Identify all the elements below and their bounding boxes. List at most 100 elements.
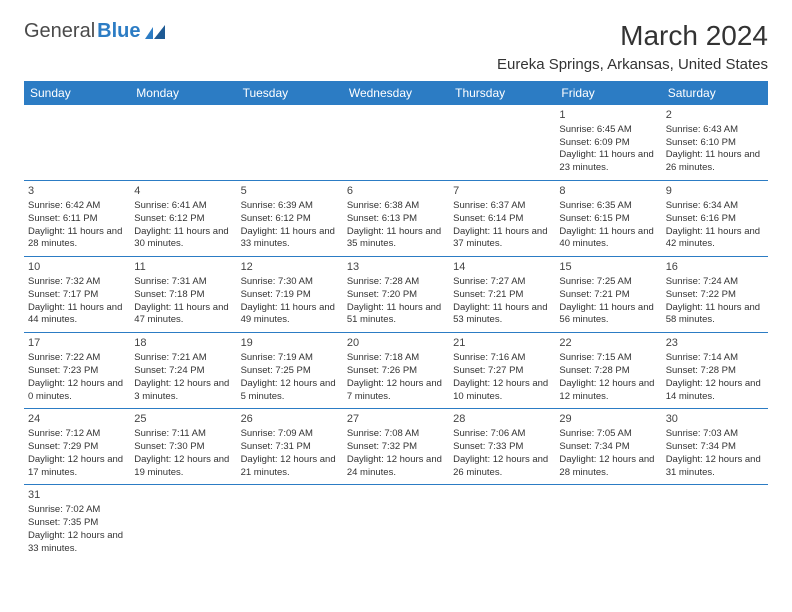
calendar-day-cell: 17Sunrise: 7:22 AMSunset: 7:23 PMDayligh… xyxy=(24,333,130,409)
calendar-day-cell: 3Sunrise: 6:42 AMSunset: 6:11 PMDaylight… xyxy=(24,181,130,257)
sunset-text: Sunset: 7:18 PM xyxy=(134,289,232,302)
calendar-day-cell: 28Sunrise: 7:06 AMSunset: 7:33 PMDayligh… xyxy=(449,409,555,485)
day-number: 8 xyxy=(559,184,657,199)
calendar-day-cell xyxy=(237,105,343,181)
day-number: 2 xyxy=(666,108,764,123)
day-number: 27 xyxy=(347,412,445,427)
sunrise-text: Sunrise: 7:03 AM xyxy=(666,428,764,441)
brand-part2: Blue xyxy=(97,20,140,43)
sunset-text: Sunset: 7:17 PM xyxy=(28,289,126,302)
sunrise-text: Sunrise: 6:41 AM xyxy=(134,200,232,213)
sunrise-text: Sunrise: 7:28 AM xyxy=(347,276,445,289)
sunrise-text: Sunrise: 6:38 AM xyxy=(347,200,445,213)
sunset-text: Sunset: 6:13 PM xyxy=(347,213,445,226)
sunset-text: Sunset: 7:25 PM xyxy=(241,365,339,378)
sunset-text: Sunset: 6:14 PM xyxy=(453,213,551,226)
day-number: 13 xyxy=(347,260,445,275)
calendar-day-cell: 1Sunrise: 6:45 AMSunset: 6:09 PMDaylight… xyxy=(555,105,661,181)
calendar-week-row: 31Sunrise: 7:02 AMSunset: 7:35 PMDayligh… xyxy=(24,485,768,561)
sunset-text: Sunset: 6:16 PM xyxy=(666,213,764,226)
location: Eureka Springs, Arkansas, United States xyxy=(497,56,768,73)
calendar-day-cell: 21Sunrise: 7:16 AMSunset: 7:27 PMDayligh… xyxy=(449,333,555,409)
calendar-day-cell: 20Sunrise: 7:18 AMSunset: 7:26 PMDayligh… xyxy=(343,333,449,409)
daylight-text: Daylight: 12 hours and 14 minutes. xyxy=(666,378,764,404)
calendar-body: 1Sunrise: 6:45 AMSunset: 6:09 PMDaylight… xyxy=(24,105,768,561)
sunrise-text: Sunrise: 7:30 AM xyxy=(241,276,339,289)
sunset-text: Sunset: 6:12 PM xyxy=(241,213,339,226)
day-number: 7 xyxy=(453,184,551,199)
calendar-day-cell: 23Sunrise: 7:14 AMSunset: 7:28 PMDayligh… xyxy=(662,333,768,409)
calendar-day-cell: 5Sunrise: 6:39 AMSunset: 6:12 PMDaylight… xyxy=(237,181,343,257)
sunset-text: Sunset: 7:21 PM xyxy=(559,289,657,302)
calendar-day-cell xyxy=(449,105,555,181)
header: GeneralBlue March 2024 Eureka Springs, A… xyxy=(24,20,768,73)
title-block: March 2024 Eureka Springs, Arkansas, Uni… xyxy=(497,20,768,73)
calendar-day-cell: 7Sunrise: 6:37 AMSunset: 6:14 PMDaylight… xyxy=(449,181,555,257)
sunrise-text: Sunrise: 7:21 AM xyxy=(134,352,232,365)
calendar-day-cell xyxy=(449,485,555,561)
flag-icon xyxy=(145,25,167,39)
sunset-text: Sunset: 7:23 PM xyxy=(28,365,126,378)
calendar-day-cell: 10Sunrise: 7:32 AMSunset: 7:17 PMDayligh… xyxy=(24,257,130,333)
calendar-day-cell: 2Sunrise: 6:43 AMSunset: 6:10 PMDaylight… xyxy=(662,105,768,181)
calendar-day-cell: 30Sunrise: 7:03 AMSunset: 7:34 PMDayligh… xyxy=(662,409,768,485)
day-number: 6 xyxy=(347,184,445,199)
day-number: 19 xyxy=(241,336,339,351)
calendar-day-cell: 6Sunrise: 6:38 AMSunset: 6:13 PMDaylight… xyxy=(343,181,449,257)
day-number: 1 xyxy=(559,108,657,123)
day-number: 18 xyxy=(134,336,232,351)
sunrise-text: Sunrise: 6:42 AM xyxy=(28,200,126,213)
calendar-day-cell: 14Sunrise: 7:27 AMSunset: 7:21 PMDayligh… xyxy=(449,257,555,333)
calendar-week-row: 24Sunrise: 7:12 AMSunset: 7:29 PMDayligh… xyxy=(24,409,768,485)
sunrise-text: Sunrise: 7:12 AM xyxy=(28,428,126,441)
sunrise-text: Sunrise: 7:08 AM xyxy=(347,428,445,441)
day-number: 25 xyxy=(134,412,232,427)
calendar-day-cell xyxy=(555,485,661,561)
daylight-text: Daylight: 11 hours and 56 minutes. xyxy=(559,302,657,328)
sunrise-text: Sunrise: 7:19 AM xyxy=(241,352,339,365)
calendar-day-cell xyxy=(343,485,449,561)
day-number: 17 xyxy=(28,336,126,351)
day-number: 20 xyxy=(347,336,445,351)
dayname-header: Thursday xyxy=(449,81,555,105)
daylight-text: Daylight: 12 hours and 21 minutes. xyxy=(241,454,339,480)
calendar-day-cell: 24Sunrise: 7:12 AMSunset: 7:29 PMDayligh… xyxy=(24,409,130,485)
daylight-text: Daylight: 11 hours and 44 minutes. xyxy=(28,302,126,328)
calendar-week-row: 17Sunrise: 7:22 AMSunset: 7:23 PMDayligh… xyxy=(24,333,768,409)
day-number: 21 xyxy=(453,336,551,351)
daylight-text: Daylight: 12 hours and 24 minutes. xyxy=(347,454,445,480)
sunrise-text: Sunrise: 7:02 AM xyxy=(28,504,126,517)
sunrise-text: Sunrise: 6:39 AM xyxy=(241,200,339,213)
calendar-day-cell: 11Sunrise: 7:31 AMSunset: 7:18 PMDayligh… xyxy=(130,257,236,333)
calendar-day-cell: 22Sunrise: 7:15 AMSunset: 7:28 PMDayligh… xyxy=(555,333,661,409)
sunrise-text: Sunrise: 7:14 AM xyxy=(666,352,764,365)
sunset-text: Sunset: 7:34 PM xyxy=(666,441,764,454)
day-number: 9 xyxy=(666,184,764,199)
calendar-day-cell: 12Sunrise: 7:30 AMSunset: 7:19 PMDayligh… xyxy=(237,257,343,333)
calendar-day-cell xyxy=(130,485,236,561)
day-number: 16 xyxy=(666,260,764,275)
month-title: March 2024 xyxy=(497,20,768,52)
sunrise-text: Sunrise: 7:11 AM xyxy=(134,428,232,441)
sunrise-text: Sunrise: 6:45 AM xyxy=(559,124,657,137)
day-number: 10 xyxy=(28,260,126,275)
calendar-day-cell: 18Sunrise: 7:21 AMSunset: 7:24 PMDayligh… xyxy=(130,333,236,409)
daylight-text: Daylight: 12 hours and 10 minutes. xyxy=(453,378,551,404)
calendar-header-row: SundayMondayTuesdayWednesdayThursdayFrid… xyxy=(24,81,768,105)
dayname-header: Saturday xyxy=(662,81,768,105)
sunset-text: Sunset: 7:19 PM xyxy=(241,289,339,302)
sunrise-text: Sunrise: 7:16 AM xyxy=(453,352,551,365)
calendar-day-cell xyxy=(343,105,449,181)
sunset-text: Sunset: 7:24 PM xyxy=(134,365,232,378)
sunset-text: Sunset: 7:29 PM xyxy=(28,441,126,454)
day-number: 12 xyxy=(241,260,339,275)
day-number: 26 xyxy=(241,412,339,427)
sunset-text: Sunset: 7:31 PM xyxy=(241,441,339,454)
calendar-week-row: 3Sunrise: 6:42 AMSunset: 6:11 PMDaylight… xyxy=(24,181,768,257)
calendar-week-row: 1Sunrise: 6:45 AMSunset: 6:09 PMDaylight… xyxy=(24,105,768,181)
sunrise-text: Sunrise: 7:15 AM xyxy=(559,352,657,365)
sunset-text: Sunset: 7:35 PM xyxy=(28,517,126,530)
sunrise-text: Sunrise: 6:35 AM xyxy=(559,200,657,213)
calendar-day-cell: 27Sunrise: 7:08 AMSunset: 7:32 PMDayligh… xyxy=(343,409,449,485)
sunset-text: Sunset: 7:33 PM xyxy=(453,441,551,454)
